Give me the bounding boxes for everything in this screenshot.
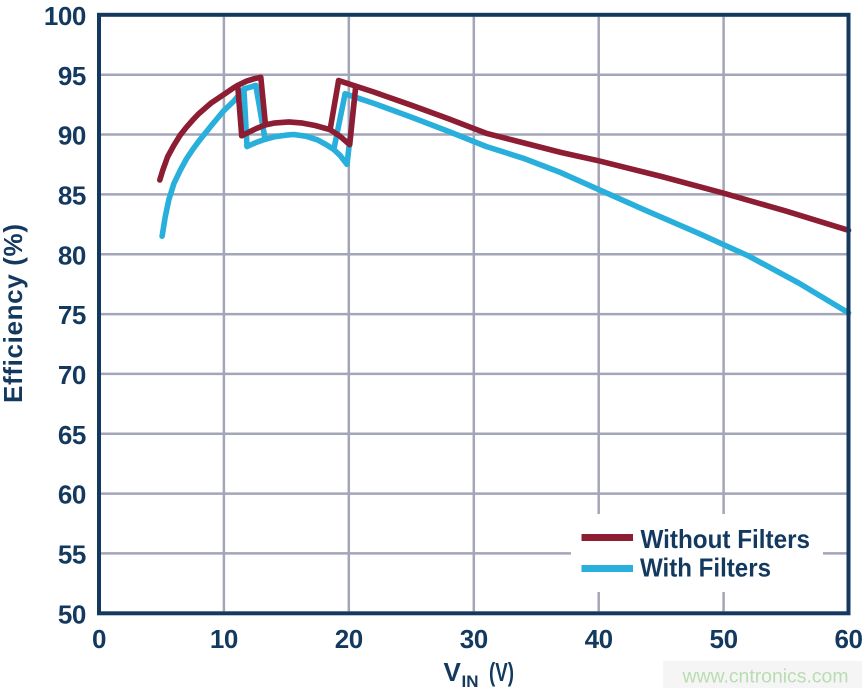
svg-text:Without Filters: Without Filters [641, 524, 811, 554]
svg-text:50: 50 [710, 624, 738, 654]
svg-text:Efficiency (%): Efficiency (%) [0, 224, 28, 403]
svg-text:30: 30 [460, 624, 488, 654]
svg-text:50: 50 [58, 599, 86, 629]
svg-text:IN: IN [462, 672, 479, 691]
svg-text:10: 10 [210, 624, 238, 654]
svg-text:55: 55 [58, 540, 86, 570]
svg-text:0: 0 [92, 624, 106, 654]
svg-text:95: 95 [58, 61, 86, 91]
svg-text:20: 20 [335, 624, 363, 654]
svg-text:With Filters: With Filters [640, 553, 771, 583]
svg-text:(V): (V) [489, 657, 514, 687]
svg-text:60: 60 [834, 624, 862, 654]
svg-text:65: 65 [58, 420, 86, 450]
svg-text:40: 40 [585, 624, 613, 654]
svg-text:100: 100 [44, 1, 86, 31]
svg-text:www.cntronics.com: www.cntronics.com [681, 667, 848, 688]
svg-text:85: 85 [58, 181, 86, 211]
svg-text:60: 60 [58, 480, 86, 510]
svg-text:90: 90 [58, 121, 86, 151]
svg-text:80: 80 [58, 240, 86, 270]
svg-text:V: V [444, 657, 462, 687]
svg-text:70: 70 [58, 360, 86, 390]
svg-text:75: 75 [58, 300, 86, 330]
